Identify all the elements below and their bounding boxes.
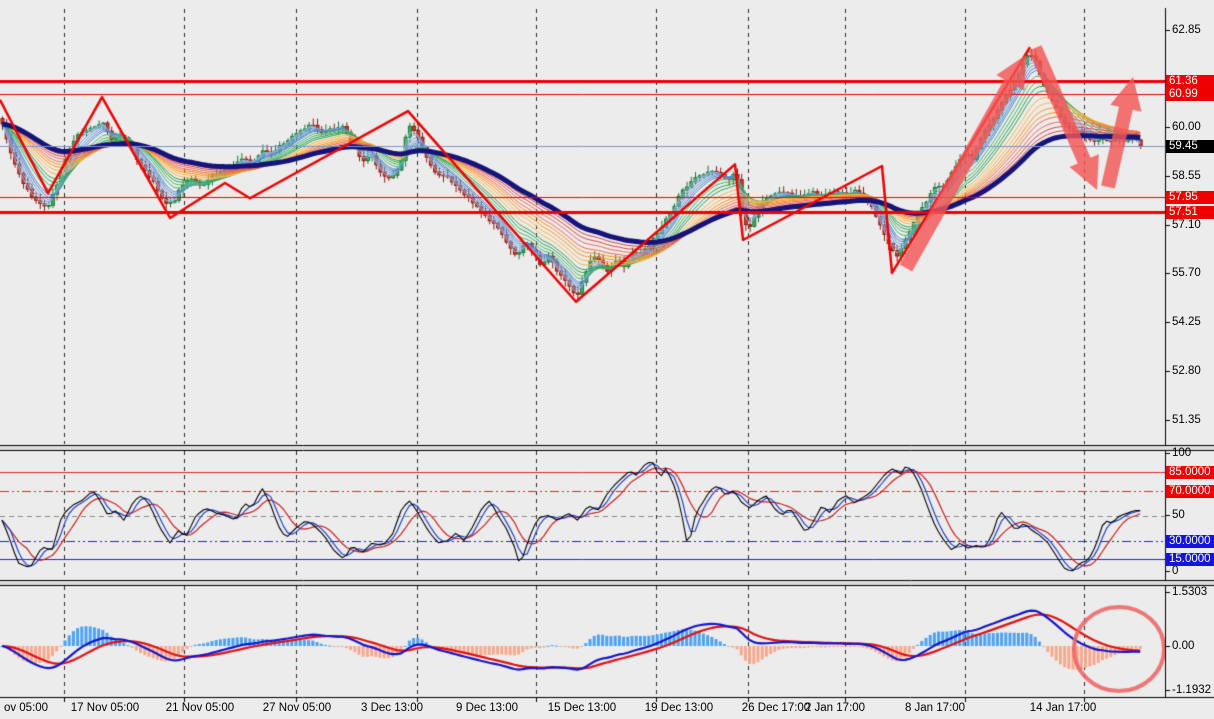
macd-tick-label: 0.00 bbox=[1172, 640, 1195, 652]
time-label: 27 Nov 05:00 bbox=[262, 702, 332, 714]
price-tick-label: 51.35 bbox=[1172, 414, 1201, 426]
price-level-label: 57.51 bbox=[1166, 206, 1214, 219]
price-tick-label: 54.25 bbox=[1172, 316, 1201, 328]
time-label: 2 Jan 17:00 bbox=[804, 702, 866, 714]
price-tick-label: 57.10 bbox=[1172, 219, 1201, 231]
time-label: 21 Nov 05:00 bbox=[165, 702, 235, 714]
macd-tick-label: 1.5303 bbox=[1172, 586, 1208, 598]
time-label: ov 05:00 bbox=[3, 702, 49, 714]
macd-tick-label: -1.1932 bbox=[1172, 684, 1212, 696]
time-label: 19 Dec 13:00 bbox=[644, 702, 714, 714]
oscillator-level-label: 30.0000 bbox=[1166, 535, 1214, 548]
oscillator-level-label: 15.0000 bbox=[1166, 553, 1214, 566]
price-level-label: 61.36 bbox=[1166, 75, 1214, 88]
oscillator-level-label: 85.0000 bbox=[1166, 466, 1214, 479]
oscillator-tick-label: 100 bbox=[1172, 447, 1192, 459]
time-label: 9 Dec 13:00 bbox=[455, 702, 519, 714]
time-label: 17 Nov 05:00 bbox=[70, 702, 140, 714]
price-tick-label: 52.80 bbox=[1172, 365, 1201, 377]
time-label: 14 Jan 17:00 bbox=[1029, 702, 1097, 714]
price-tick-label: 62.85 bbox=[1172, 24, 1201, 36]
time-label: 26 Dec 17:00 bbox=[741, 702, 811, 714]
time-label: 8 Jan 17:00 bbox=[904, 702, 966, 714]
price-tick-label: 58.55 bbox=[1172, 170, 1201, 182]
price-tick-label: 55.70 bbox=[1172, 267, 1201, 279]
price-tick-label: 60.00 bbox=[1172, 121, 1201, 133]
oscillator-tick-label: 0 bbox=[1172, 565, 1179, 577]
time-label: 3 Dec 13:00 bbox=[360, 702, 424, 714]
current-price-label: 59.45 bbox=[1166, 140, 1214, 153]
price-level-label: 57.95 bbox=[1166, 191, 1214, 204]
oscillator-level-label: 70.0000 bbox=[1166, 485, 1214, 498]
oscillator-tick-label: 50 bbox=[1172, 509, 1185, 521]
time-label: 15 Dec 13:00 bbox=[547, 702, 617, 714]
price-level-label: 60.99 bbox=[1166, 88, 1214, 101]
